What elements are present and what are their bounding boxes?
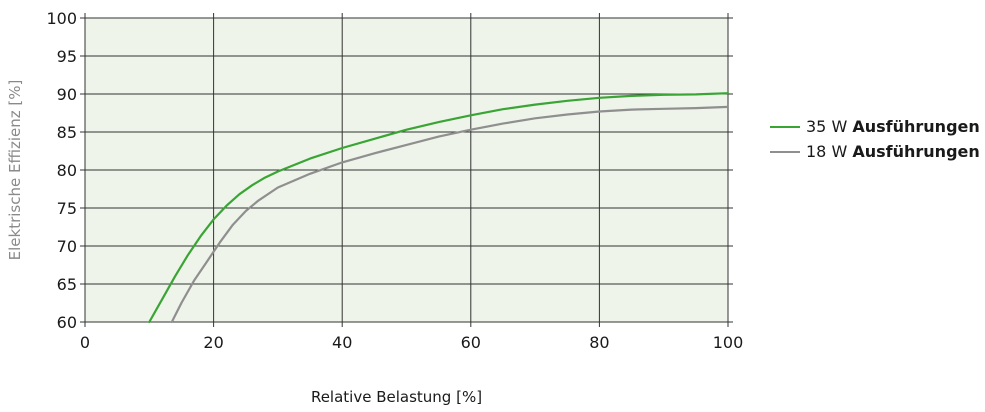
y-axis: 60 65 70 75 80 85 90 95 100 <box>46 9 733 332</box>
y-tick-label: 65 <box>57 275 77 294</box>
x-tick-label: 20 <box>203 333 223 352</box>
legend-swatch-35w <box>770 125 800 128</box>
series-layer <box>148 92 730 324</box>
y-tick-label: 80 <box>57 161 77 180</box>
x-tick-label: 100 <box>713 333 744 352</box>
legend-label-18w-bold: Ausführungen <box>852 142 980 161</box>
y-tick-label: 95 <box>57 47 77 66</box>
x-axis-title: Relative Belastung [%] <box>311 388 482 406</box>
y-tick-label: 75 <box>57 199 77 218</box>
y-tick-label: 70 <box>57 237 77 256</box>
legend-label-35w-bold: Ausführungen <box>852 117 980 136</box>
y-tick-label: 100 <box>46 9 77 28</box>
legend-label-18w-prefix: 18 W <box>806 142 848 161</box>
x-axis: 0 20 40 60 80 100 <box>80 13 743 352</box>
y-tick-label: 60 <box>57 313 77 332</box>
y-axis-title: Elektrische Effizienz [%] <box>6 80 24 261</box>
legend-label-35w-prefix: 35 W <box>806 117 848 136</box>
legend: 35 W Ausführungen 18 W Ausführungen <box>770 114 980 164</box>
series-line-35w <box>148 92 730 324</box>
legend-item-35w: 35 W Ausführungen <box>770 114 980 139</box>
y-tick-label: 85 <box>57 123 77 142</box>
x-tick-label: 80 <box>589 333 609 352</box>
x-tick-label: 40 <box>332 333 352 352</box>
x-tick-label: 0 <box>80 333 90 352</box>
legend-label-18w: 18 W Ausführungen <box>806 139 980 164</box>
legend-swatch-18w <box>770 150 800 153</box>
y-tick-label: 90 <box>57 85 77 104</box>
x-tick-label: 60 <box>461 333 481 352</box>
legend-label-35w: 35 W Ausführungen <box>806 114 980 139</box>
legend-item-18w: 18 W Ausführungen <box>770 139 980 164</box>
series-line-18w <box>170 105 730 324</box>
